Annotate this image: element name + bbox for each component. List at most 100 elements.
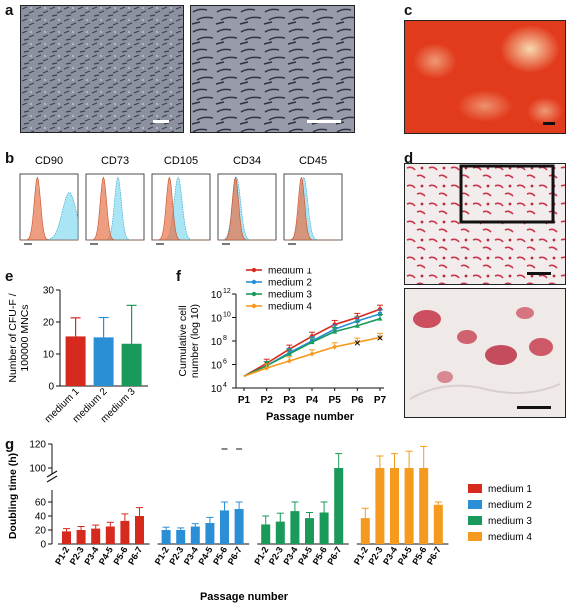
y-tick-label: 10 [211, 384, 223, 395]
flow-histogram-frame [283, 173, 343, 241]
data-point [332, 322, 337, 327]
bar [419, 468, 429, 544]
x-tick-label: P2-3 [167, 545, 185, 566]
x-tick-label: P5-6 [410, 545, 428, 566]
y-tick-exponent: 12 [223, 288, 231, 295]
x-tick-label: P6 [351, 395, 364, 406]
x-tick-label: P6-7 [325, 545, 343, 566]
data-point [332, 344, 338, 350]
micrograph-high-mag-image [191, 6, 354, 132]
data-point [264, 365, 270, 371]
x-tick-label: P1-2 [252, 545, 270, 566]
legend-label: medium 1 [488, 484, 532, 495]
bar [161, 530, 171, 544]
flow-cytometry-panel: CD90 CD73 CD105 CD34 CD45 [19, 155, 343, 245]
osteogenic-stain-image [404, 20, 566, 134]
bar [190, 526, 200, 544]
data-point [378, 311, 382, 316]
x-tick-label: P5-6 [211, 545, 229, 566]
y-tick-label: 10 [211, 290, 223, 301]
flow-marker-label: CD105 [164, 155, 198, 167]
data-point [286, 358, 292, 364]
panel-label-d: d [404, 150, 414, 167]
bar [319, 512, 329, 544]
y-tick-label: 10 [211, 361, 223, 372]
bar [334, 468, 344, 544]
x-axis-label: Passage number [266, 411, 355, 423]
end-marker: × [354, 336, 361, 350]
legend-marker [251, 268, 257, 273]
bar [275, 521, 285, 544]
y-tick-label: 60 [35, 498, 47, 509]
bar [261, 524, 271, 544]
x-tick-label: P3-4 [281, 545, 299, 566]
y-tick-label: 100 [29, 464, 46, 475]
y-tick-label: 10 [211, 337, 223, 348]
zoom-region-box [459, 164, 555, 224]
micrograph-high-mag [190, 5, 355, 133]
x-tick-label: P2-3 [68, 545, 86, 566]
bar [220, 510, 229, 544]
adipogenic-stain-low-mag [404, 163, 566, 285]
x-tick-label: P4-5 [97, 545, 115, 566]
data-point [377, 307, 383, 312]
x-tick-label: P4-5 [396, 545, 414, 566]
bar [65, 336, 86, 386]
scale-bar [517, 406, 551, 409]
bar [176, 530, 186, 544]
legend-label: medium 4 [488, 532, 532, 543]
bar [120, 520, 130, 544]
x-tick-label: P5-6 [111, 545, 129, 566]
osteogenic-stain-graphic [405, 21, 565, 133]
y-tick-label: 0 [40, 540, 46, 551]
y-tick-exponent: 8 [223, 335, 227, 342]
panel-label-c: c [404, 2, 413, 19]
micrograph-low-mag-image [21, 6, 183, 132]
panel-label-a: a [5, 2, 14, 19]
x-tick-label: P1-2 [53, 545, 71, 566]
x-tick-label: P5-6 [311, 545, 329, 566]
bar [433, 504, 443, 544]
y-tick-label: 0 [48, 382, 54, 393]
y-tick-exponent: 10 [223, 312, 231, 319]
data-point [309, 334, 315, 339]
bar [105, 526, 115, 544]
micrograph-low-mag [20, 5, 184, 133]
flow-marker-label: CD45 [299, 155, 327, 167]
flow-marker-label: CD73 [101, 155, 129, 167]
x-tick-label: P6-7 [425, 545, 443, 566]
bar [62, 531, 71, 544]
flow-control-histogram [284, 176, 342, 241]
x-tick-label: P2 [261, 395, 274, 406]
data-point [355, 319, 360, 324]
end-marker: × [376, 331, 383, 345]
data-point [309, 351, 315, 357]
y-tick-label: 10 [211, 314, 223, 325]
x-tick-label: P1-2 [153, 545, 171, 566]
bar [121, 343, 142, 386]
adipogenic-stain-low-mag-image [405, 164, 565, 284]
flow-control-histogram [20, 176, 78, 241]
legend-swatch [468, 516, 482, 525]
legend-marker [251, 291, 257, 297]
y-tick-label: 30 [43, 286, 55, 297]
y-tick-exponent: 4 [223, 382, 227, 389]
y-axis-label: Number of CFU-F /100000 MNCs [7, 293, 31, 382]
bar [404, 468, 414, 544]
x-tick-label: P1 [238, 395, 251, 406]
y-axis-label: Doubling time (h) [7, 453, 19, 539]
x-tick-label: P2-3 [267, 545, 285, 566]
data-point [332, 329, 338, 334]
x-tick-label: P4-5 [296, 545, 314, 566]
flow-histogram-frame [217, 173, 277, 241]
panel-label-f: f [176, 268, 181, 285]
bar [91, 528, 101, 544]
data-point [354, 323, 360, 328]
y-tick-label: 120 [29, 440, 46, 451]
x-axis-label: Passage number [200, 591, 289, 603]
panel-label-e: e [5, 268, 14, 285]
legend-swatch [468, 484, 482, 493]
y-tick-exponent: 6 [223, 359, 227, 366]
